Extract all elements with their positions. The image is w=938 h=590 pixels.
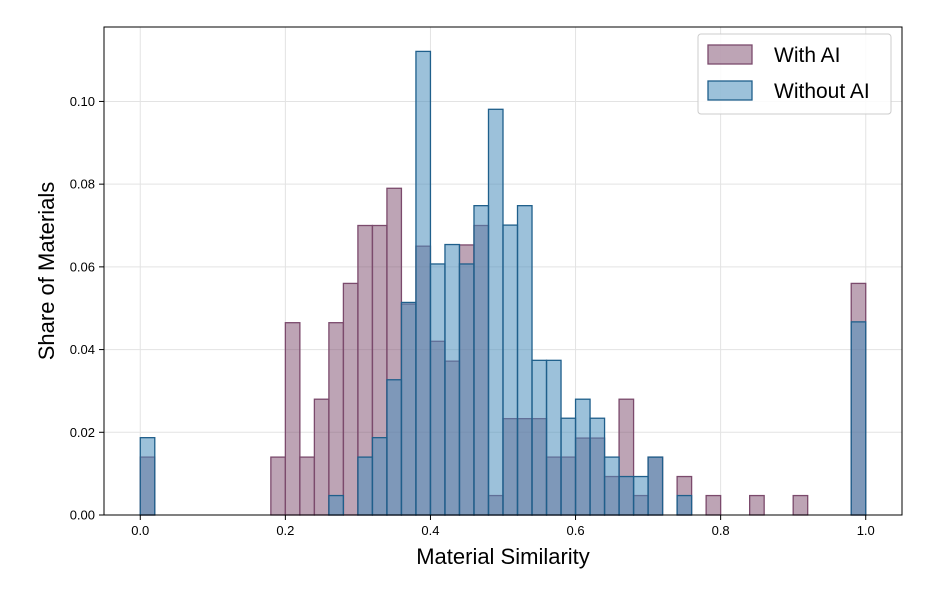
bar-without-ai-17 (574, 398, 591, 516)
bar-with-ai-29 (705, 494, 722, 516)
bar-without-ai-14 (531, 359, 548, 516)
x-axis-label: Material Similarity (416, 544, 590, 569)
axis-ticks: 0.0 0.2 0.4 0.6 0.8 1.0 0.00 0.02 0.04 0.06 0.08 0.… (70, 94, 875, 538)
x-tick-label-2: 0.4 (421, 523, 439, 538)
bar-with-ai-2 (284, 322, 301, 516)
bar-without-ai-10 (473, 205, 490, 516)
bar-without-ai-11 (487, 108, 504, 516)
legend-label-with-ai: With AI (774, 44, 841, 67)
legend-swatch-with-ai (707, 44, 753, 65)
bar-without-ai-24 (850, 321, 867, 516)
bar-without-ai-22 (647, 456, 664, 516)
bar-without-ai-0 (139, 437, 156, 516)
bar-without-ai-18 (589, 417, 606, 516)
bar-with-ai-6 (342, 282, 359, 516)
bar-without-ai-8 (444, 243, 461, 516)
bar-without-ai-15 (545, 359, 562, 516)
bar-without-ai-9 (458, 263, 475, 516)
x-tick-label-5: 1.0 (857, 523, 875, 538)
y-tick-label-3: 0.06 (70, 259, 95, 274)
bar-with-ai-3 (299, 456, 316, 516)
bar-with-ai-31 (792, 494, 809, 516)
legend: With AI Without AI (697, 33, 892, 115)
bar-with-ai-30 (749, 494, 765, 516)
bar-without-ai-1 (328, 494, 345, 516)
bar-with-ai-1 (270, 456, 287, 516)
bar-with-ai-5 (328, 322, 345, 516)
bar-without-ai-20 (618, 475, 635, 516)
y-tick-label-2: 0.04 (70, 342, 95, 357)
bar-without-ai-4 (386, 379, 403, 516)
x-tick-label-0: 0.0 (131, 523, 149, 538)
bar-without-ai-7 (429, 263, 446, 516)
y-tick-label-1: 0.02 (70, 425, 95, 440)
bar-without-ai-13 (516, 205, 533, 516)
bar-without-ai-19 (603, 456, 620, 516)
bar-without-ai-21 (632, 475, 649, 516)
plot-frame (103, 26, 903, 516)
x-tick-label-4: 0.8 (712, 523, 730, 538)
y-tick-label-0: 0.00 (70, 508, 95, 523)
y-tick-label-5: 0.10 (70, 94, 95, 109)
bar-without-ai-3 (371, 437, 388, 516)
x-tick-label-3: 0.6 (567, 523, 585, 538)
bar-without-ai-12 (502, 224, 519, 516)
bar-without-ai-6 (415, 50, 432, 516)
bar-without-ai-2 (357, 456, 374, 516)
bar-without-ai-16 (560, 417, 577, 516)
y-axis-label: Share of Materials (34, 182, 59, 361)
x-tick-label-1: 0.2 (276, 523, 294, 538)
bar-with-ai-4 (313, 398, 330, 516)
legend-swatch-without-ai (707, 80, 753, 101)
y-tick-label-4: 0.08 (70, 177, 95, 192)
legend-label-without-ai: Without AI (774, 80, 870, 103)
bar-without-ai-23 (676, 494, 693, 516)
bar-without-ai-5 (400, 301, 417, 516)
